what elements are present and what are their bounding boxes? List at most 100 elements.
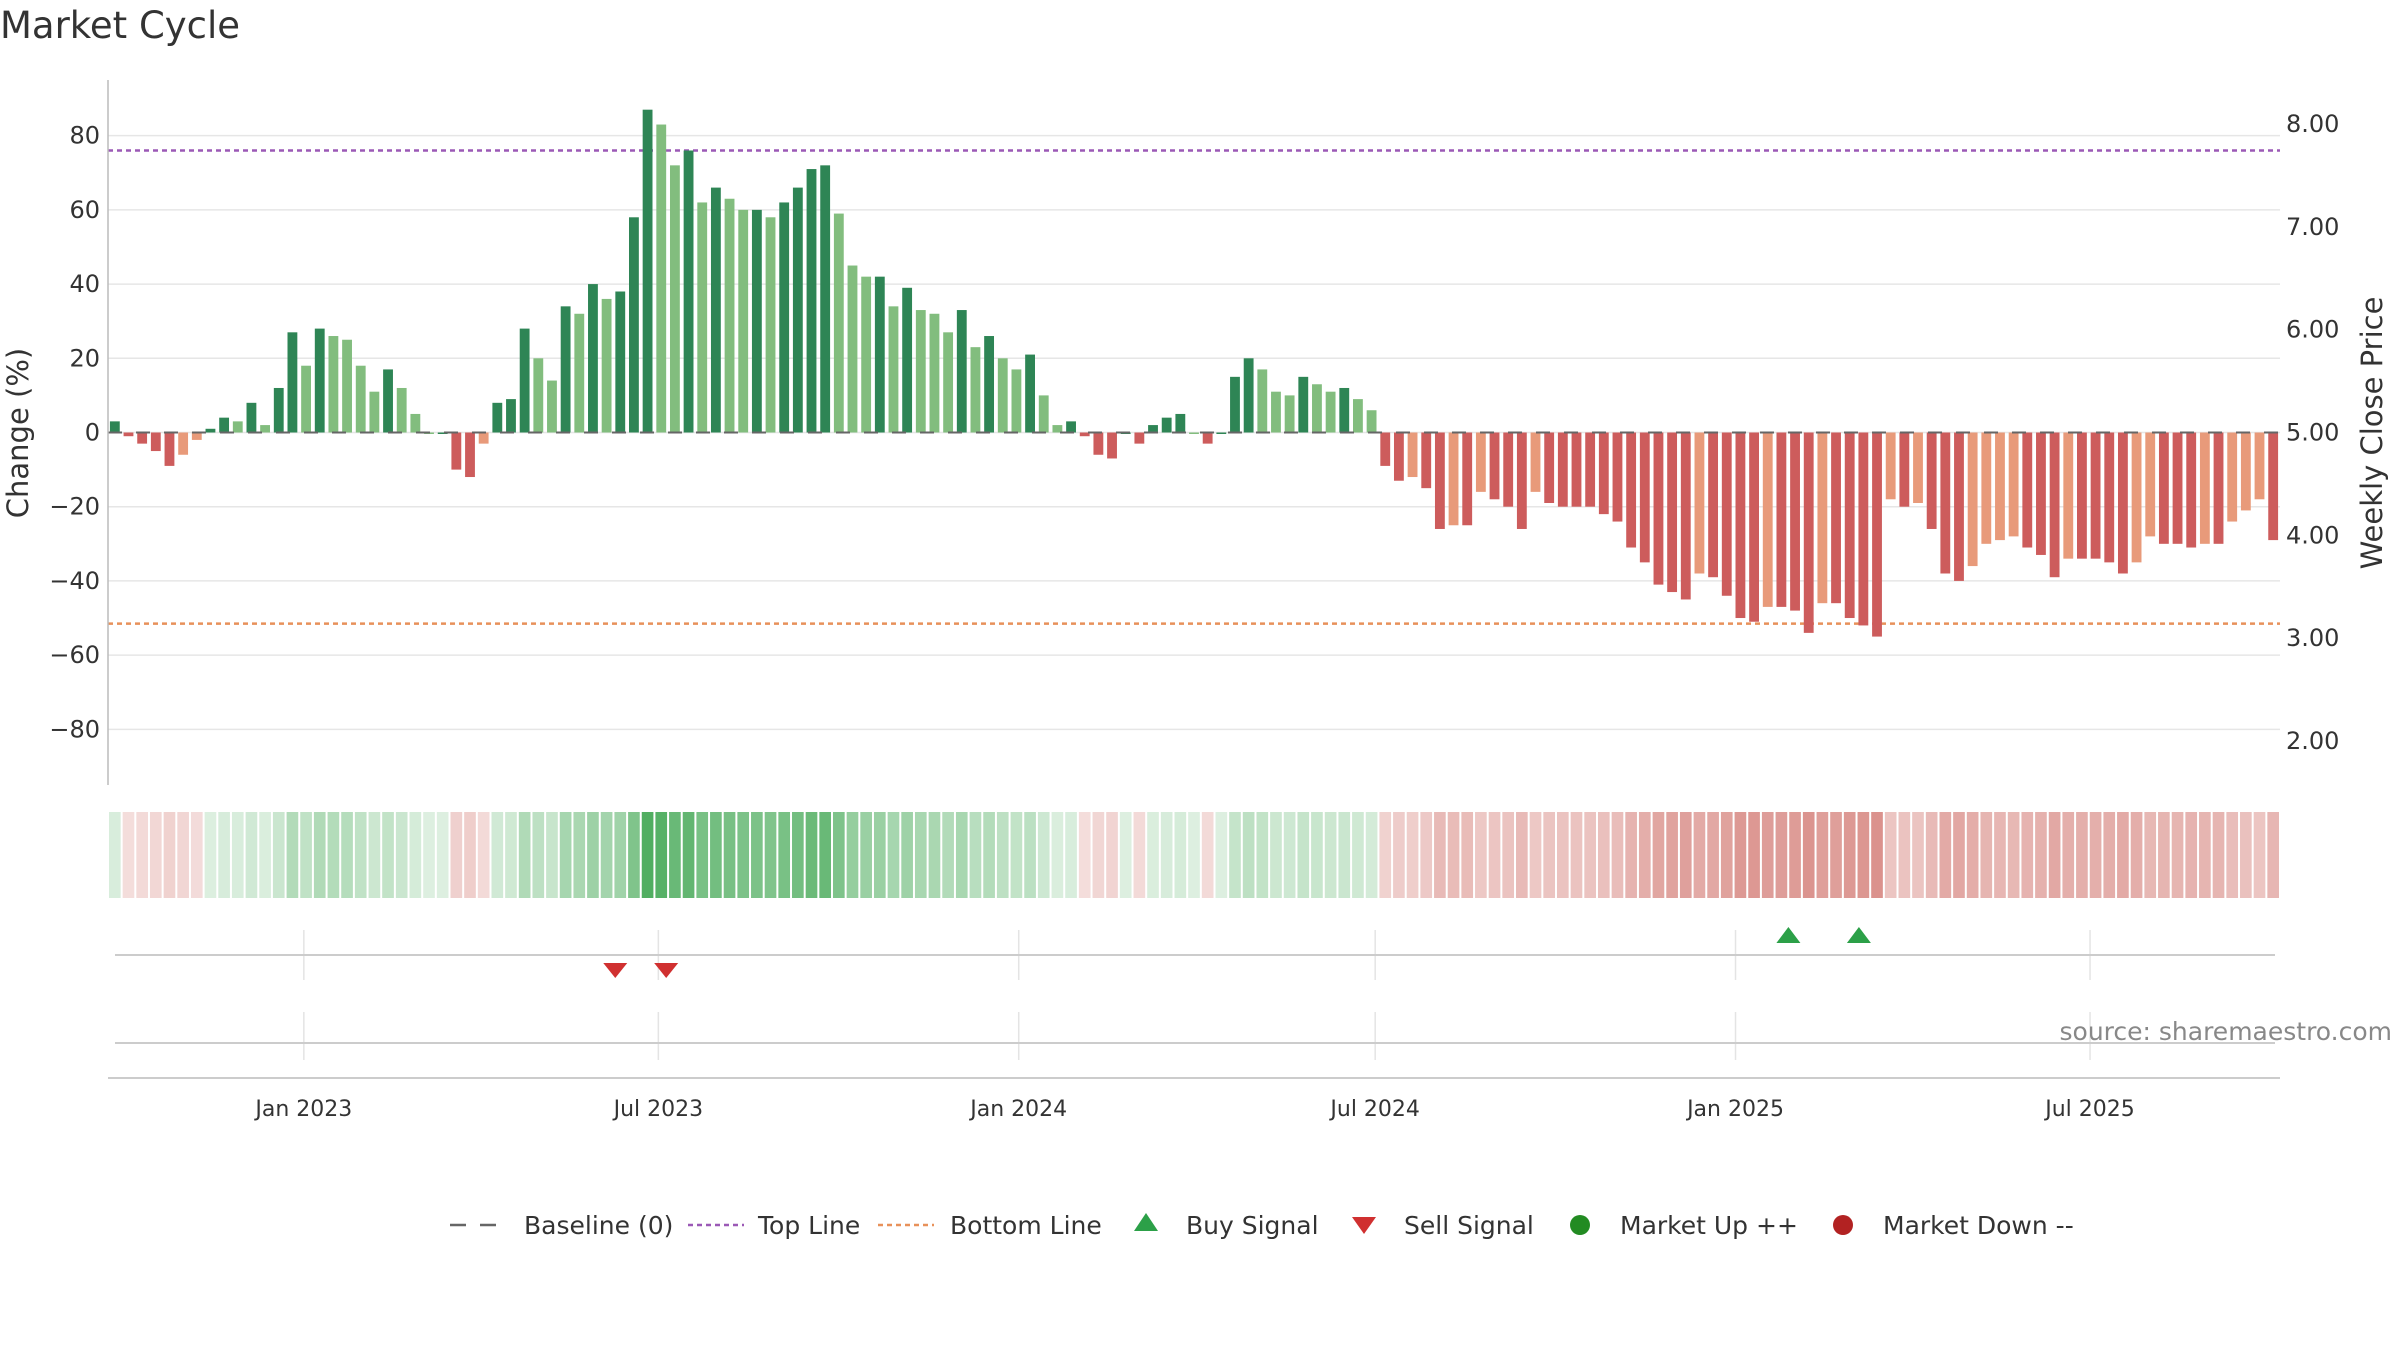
heat-cell bbox=[190, 812, 203, 898]
heat-cell bbox=[1666, 812, 1678, 898]
x-tick-label: Jul 2023 bbox=[612, 1097, 704, 1122]
sell-signal-marker bbox=[654, 963, 679, 978]
bar bbox=[1967, 432, 1978, 567]
heat-strip bbox=[109, 812, 2279, 898]
bar bbox=[1025, 354, 1035, 433]
bar bbox=[1516, 432, 1527, 529]
bar bbox=[410, 413, 421, 433]
heat-cell bbox=[2144, 812, 2157, 898]
bar bbox=[1762, 432, 1773, 607]
heat-cell bbox=[1461, 812, 1474, 898]
bar bbox=[2199, 432, 2210, 544]
heat-cell bbox=[641, 812, 654, 898]
heat-cell bbox=[600, 812, 613, 898]
y-tick-label: 20 bbox=[69, 344, 100, 372]
bar bbox=[970, 347, 981, 433]
heat-cell bbox=[2171, 812, 2184, 898]
heat-cell bbox=[1051, 812, 1064, 898]
bar bbox=[1038, 395, 1049, 433]
bar bbox=[1626, 432, 1637, 548]
chart-title: Market Cycle bbox=[0, 4, 241, 47]
bar bbox=[1667, 432, 1678, 593]
bar bbox=[2090, 432, 2101, 559]
legend-label: Bottom Line bbox=[950, 1211, 1102, 1240]
bar bbox=[1161, 417, 1172, 433]
heat-cell bbox=[846, 812, 859, 898]
legend-item: Top Line bbox=[688, 1211, 860, 1240]
heat-cell bbox=[1707, 812, 1719, 898]
bar bbox=[2008, 432, 2019, 537]
bar bbox=[751, 209, 762, 433]
bar bbox=[1052, 425, 1063, 433]
legend-item: Market Up ++ bbox=[1570, 1211, 1798, 1240]
heat-cell bbox=[1037, 812, 1050, 898]
heat-cell bbox=[368, 812, 381, 898]
x-axis: Jan 2023 Jul 2023 Jan 2024 Jul 2024 Jan 2025… bbox=[108, 1077, 2280, 1122]
heat-cell bbox=[2158, 812, 2170, 898]
legend-item: Bottom Line bbox=[878, 1211, 1102, 1240]
bar bbox=[2227, 432, 2238, 522]
bar bbox=[779, 202, 790, 433]
bar bbox=[1353, 399, 1363, 433]
heat-cell bbox=[1365, 812, 1378, 898]
bar bbox=[697, 202, 708, 433]
heat-cell bbox=[1147, 812, 1159, 898]
legend-label: Baseline (0) bbox=[524, 1211, 673, 1240]
bar bbox=[1271, 391, 1281, 433]
heat-cell bbox=[1324, 812, 1337, 898]
bar bbox=[1175, 413, 1186, 433]
bar bbox=[1421, 432, 1432, 489]
bar bbox=[1885, 432, 1896, 500]
reference-lines bbox=[108, 149, 2280, 625]
bar bbox=[1298, 376, 1309, 433]
bar bbox=[109, 421, 120, 433]
heat-cell bbox=[2240, 812, 2252, 898]
buy-signal-marker bbox=[1846, 927, 1871, 943]
bar bbox=[1243, 358, 1254, 433]
heat-cell bbox=[1010, 812, 1023, 898]
heat-cell bbox=[805, 812, 818, 898]
heat-cell bbox=[737, 812, 750, 898]
bar bbox=[492, 402, 503, 433]
bar bbox=[2063, 432, 2074, 559]
bar bbox=[1366, 410, 1377, 433]
bar bbox=[383, 369, 393, 433]
bar bbox=[724, 198, 735, 433]
bar bbox=[1393, 432, 1404, 481]
heat-cell bbox=[1884, 812, 1897, 898]
heat-cell bbox=[341, 812, 353, 898]
bar bbox=[437, 432, 448, 434]
heat-cell bbox=[1980, 812, 1993, 898]
heat-cell bbox=[2062, 812, 2075, 898]
heat-cell bbox=[1638, 812, 1651, 898]
bar bbox=[820, 165, 831, 433]
heat-cell bbox=[1597, 812, 1610, 898]
bar bbox=[232, 421, 243, 433]
bar bbox=[2145, 432, 2156, 537]
bar bbox=[205, 428, 216, 433]
bar bbox=[123, 432, 134, 437]
heat-cell bbox=[477, 812, 490, 898]
heat-cell bbox=[1092, 812, 1105, 898]
bar bbox=[1872, 432, 1882, 637]
bar bbox=[1749, 432, 1759, 622]
bar bbox=[191, 432, 202, 440]
heat-cell bbox=[532, 812, 545, 898]
heat-cell bbox=[2253, 812, 2266, 898]
bar bbox=[1475, 432, 1486, 492]
x-tick-label: Jul 2024 bbox=[1328, 1097, 1420, 1122]
bar bbox=[956, 310, 967, 433]
heat-cell bbox=[1434, 812, 1446, 898]
bar bbox=[260, 425, 271, 433]
bar bbox=[1926, 432, 1937, 529]
heat-cell bbox=[928, 812, 941, 898]
bar bbox=[465, 432, 475, 478]
bar bbox=[1230, 376, 1240, 433]
bar bbox=[1489, 432, 1500, 500]
heat-cell bbox=[177, 812, 189, 898]
heat-cell bbox=[1543, 812, 1555, 898]
x-tick-label: Jan 2024 bbox=[968, 1097, 1067, 1122]
legend: Baseline (0) Top Line Bottom Line Buy Signa… bbox=[450, 1211, 2074, 1240]
legend-buy-swatch bbox=[1134, 1213, 1158, 1231]
legend-label: Top Line bbox=[757, 1211, 860, 1240]
